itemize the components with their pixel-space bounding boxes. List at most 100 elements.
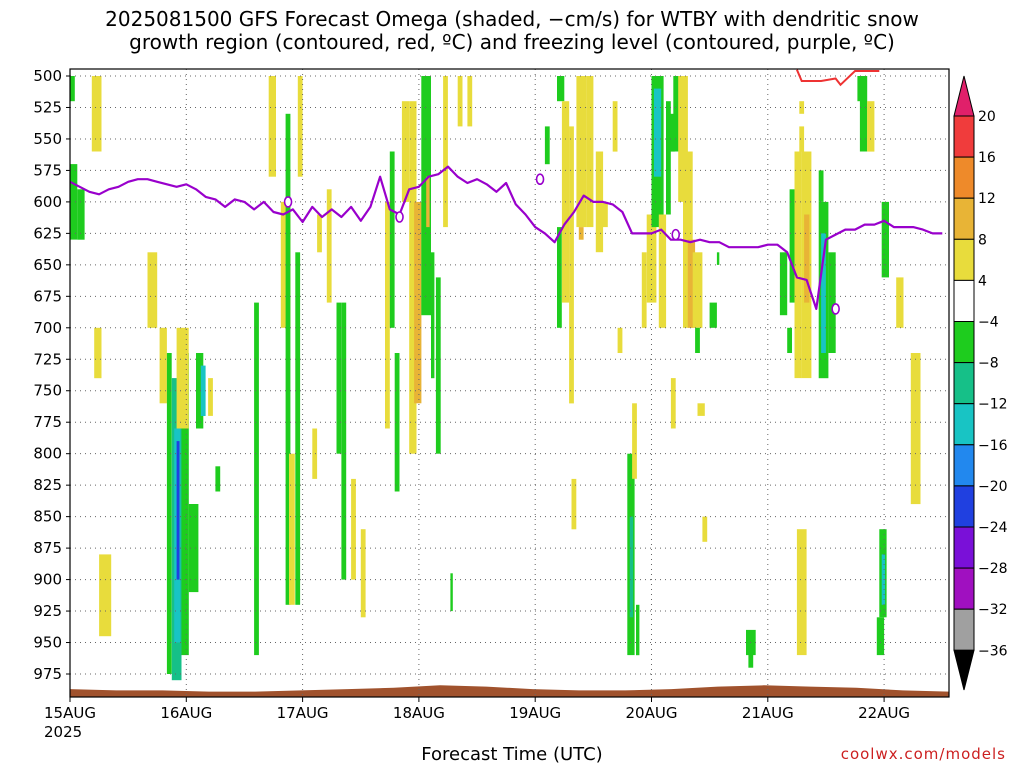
y-tick-label: 550	[33, 130, 62, 148]
omega-cell	[653, 88, 662, 177]
omega-cell	[176, 327, 189, 429]
omega-cell	[208, 378, 213, 416]
omega-cell	[629, 516, 634, 618]
omega-cell	[910, 353, 921, 505]
omega-cell	[794, 151, 802, 379]
omega-cell	[326, 189, 332, 303]
omega-cell	[166, 353, 172, 674]
omega-cell	[578, 227, 584, 240]
omega-cell	[401, 101, 410, 202]
omega-cell	[692, 252, 703, 328]
omega-cell	[181, 353, 189, 656]
y-tick-label: 850	[33, 508, 62, 526]
omega-cell	[394, 353, 400, 492]
omega-cell	[351, 478, 356, 580]
omega-cell	[557, 76, 565, 102]
y-tick-label: 825	[33, 476, 62, 494]
chart-title-line1: 2025081500 GFS Forecast Omega (shaded, −…	[105, 7, 919, 31]
chart-title: 2025081500 GFS Forecast Omega (shaded, −…	[0, 8, 1024, 54]
colorbar-tick-label: −36	[978, 643, 1008, 659]
omega-cell	[804, 214, 810, 303]
x-year-label: 2025	[44, 723, 82, 741]
x-tick-label: 15AUG	[44, 704, 96, 722]
colorbar-tick-label: 4	[978, 273, 987, 289]
freezing-level-line	[70, 165, 943, 310]
omega-cell	[632, 403, 637, 479]
omega-cell	[867, 101, 875, 152]
ground-terrain	[70, 685, 949, 697]
omega-cell	[709, 302, 717, 328]
omega-cell	[799, 101, 805, 114]
omega-cell	[859, 76, 868, 152]
omega-cell	[77, 189, 85, 240]
freezing-level-label-0	[283, 196, 293, 208]
colorbar-swatch	[953, 362, 975, 405]
omega-cell	[779, 252, 788, 316]
omega-cell	[857, 76, 865, 102]
colorbar-tick-label: −12	[978, 397, 1008, 413]
omega-cell	[159, 327, 167, 404]
omega-cell	[799, 126, 805, 152]
omega-cell	[450, 573, 453, 612]
x-axis-label: Forecast Time (UTC)	[421, 744, 603, 765]
x-axis-ticks: 15AUG 16AUG 17AUG 18AUG 19AUG 20AUG 21AUG 22AUG…	[44, 697, 910, 741]
omega-cell	[569, 126, 574, 404]
colorbar-tick-label: −24	[978, 520, 1008, 536]
omega-cell	[421, 76, 431, 316]
colorbar-tick-label: −8	[978, 356, 999, 372]
omega-cell	[176, 441, 180, 580]
omega-cell	[673, 76, 681, 152]
omega-cell	[557, 227, 562, 328]
omega-cell	[876, 617, 885, 656]
omega-cell	[646, 214, 657, 303]
omega-cell	[658, 214, 667, 328]
omega-cell	[295, 252, 301, 605]
omega-cell	[702, 516, 708, 542]
omega-cell	[896, 277, 904, 328]
omega-cell	[312, 428, 318, 479]
colorbar-swatch	[953, 279, 975, 322]
x-tick-label: 16AUG	[160, 704, 212, 722]
y-tick-label: 500	[33, 67, 62, 85]
omega-cell	[215, 466, 221, 492]
omega-cell	[289, 453, 295, 605]
y-tick-label: 875	[33, 539, 62, 557]
omega-cell	[818, 170, 824, 202]
ground-layer	[70, 685, 949, 697]
y-tick-label: 775	[33, 413, 62, 431]
omega-cell	[385, 201, 390, 429]
watermark: coolwx.com/models	[840, 745, 1006, 763]
colorbar-bottom-arrow	[953, 649, 975, 691]
omega-cell	[697, 403, 705, 416]
contour-layer	[70, 69, 943, 315]
colorbar-tick-label: 12	[978, 191, 996, 207]
y-tick-label: 675	[33, 287, 62, 305]
omega-cell	[670, 378, 676, 429]
omega-cell	[789, 189, 797, 303]
omega-cell	[544, 126, 550, 165]
colorbar-tick-label: −20	[978, 479, 1008, 495]
colorbar-tick-label: 16	[978, 150, 996, 166]
omega-cell	[695, 327, 700, 353]
omega-cell	[636, 604, 640, 656]
omega-cell	[188, 504, 199, 593]
colorbar-swatch	[953, 403, 975, 446]
freezing-level-label-0	[395, 211, 404, 223]
omega-cell	[360, 529, 366, 618]
omega-cell	[341, 302, 347, 580]
colorbar-tick-label: −32	[978, 602, 1008, 618]
y-tick-label: 700	[33, 319, 62, 337]
colorbar-swatch	[953, 115, 975, 158]
omega-cell	[612, 101, 618, 152]
colorbar-tick-label: −28	[978, 561, 1008, 577]
omega-cell	[70, 76, 75, 102]
y-tick-label: 800	[33, 445, 62, 463]
omega-cell	[91, 76, 102, 152]
omega-cell	[200, 365, 206, 416]
omega-cell	[297, 76, 303, 177]
omega-cell	[99, 554, 112, 637]
x-tick-label: 22AUG	[858, 704, 910, 722]
colorbar-tick-label: −16	[978, 438, 1008, 454]
omega-cell	[576, 76, 587, 228]
